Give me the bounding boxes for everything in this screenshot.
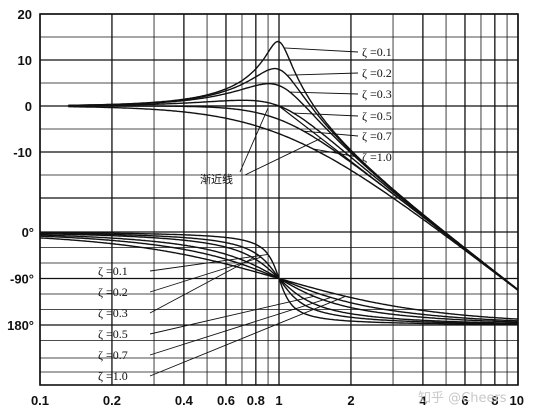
phase-curve-5 — [39, 237, 519, 320]
phase-label-5: ζ =1.0 — [98, 369, 128, 383]
x-tick-label-8: 6 — [461, 393, 468, 408]
magnitude-curve-5 — [68, 106, 519, 291]
phase-label-0: ζ =0.1 — [98, 264, 128, 278]
phase-label-4: ζ =0.7 — [98, 348, 128, 362]
watermark: 知乎 @Cheers — [418, 390, 507, 406]
asymptote-leader-1 — [244, 137, 322, 176]
phase-label-2: ζ =0.3 — [98, 306, 128, 320]
tick-labels: 20 10 0 -10 0° -90° 180° 0.1 0.2 0.4 0.6 0.8 1 2 4 6 8 10 — [7, 7, 524, 408]
magnitude-leader-0 — [284, 47, 359, 53]
phase-leader-2 — [149, 257, 254, 314]
magnitude-leader-4 — [303, 130, 359, 137]
phase-tick-label-1: -90° — [10, 272, 34, 287]
magnitude-curve-0 — [68, 40, 519, 291]
curves — [39, 40, 519, 326]
x-tick-label-6: 2 — [347, 393, 354, 408]
magnitude-label-3: ζ =0.5 — [362, 109, 392, 123]
magnitude-label-5: ζ =1.0 — [362, 150, 392, 164]
x-tick-label-9: 8 — [491, 393, 498, 408]
x-tick-label-2: 0.4 — [175, 393, 194, 408]
phase-tick-label-2: 180° — [7, 318, 34, 333]
magnitude-leader-3 — [293, 112, 359, 117]
annotations: ζ =0.1 ζ =0.2 ζ =0.3 ζ =0.5 ζ =0.7 ζ =1.0 渐近线 ζ… — [98, 45, 392, 383]
magnitude-leader-2 — [289, 91, 359, 95]
x-tick-label-1: 0.2 — [103, 393, 121, 408]
mag-tick-label-0: 20 — [18, 7, 32, 22]
phase-tick-label-0: 0° — [22, 225, 34, 240]
phase-leader-3 — [149, 295, 315, 335]
magnitude-curve-2 — [68, 83, 519, 291]
magnitude-curve-1 — [68, 67, 519, 291]
phase-leader-1 — [149, 256, 262, 293]
phase-leader-4 — [149, 297, 332, 356]
phase-leader-0 — [149, 254, 269, 272]
mag-tick-label-1: 10 — [18, 53, 32, 68]
x-tick-label-10: 10 — [510, 393, 524, 408]
magnitude-label-1: ζ =0.2 — [362, 66, 392, 80]
magnitude-label-4: ζ =0.7 — [362, 129, 392, 143]
x-tick-label-4: 0.8 — [247, 393, 265, 408]
asymptote-leader-0 — [239, 107, 269, 173]
phase-label-1: ζ =0.2 — [98, 285, 128, 299]
x-tick-label-3: 0.6 — [217, 393, 235, 408]
magnitude-label-2: ζ =0.3 — [362, 87, 392, 101]
magnitude-leader-1 — [286, 72, 359, 76]
x-tick-label-0: 0.1 — [31, 393, 49, 408]
asymptote-label: 渐近线 — [200, 172, 233, 186]
mag-tick-label-3: -10 — [13, 145, 32, 160]
magnitude-label-0: ζ =0.1 — [362, 45, 392, 59]
asymptote-line — [67, 105, 519, 291]
phase-leader-5 — [149, 295, 346, 377]
x-tick-label-5: 1 — [275, 393, 282, 408]
mag-tick-label-2: 0 — [25, 99, 32, 114]
x-tick-label-7: 4 — [419, 393, 427, 408]
magnitude-leader-5 — [313, 148, 359, 158]
phase-label-3: ζ =0.5 — [98, 327, 128, 341]
